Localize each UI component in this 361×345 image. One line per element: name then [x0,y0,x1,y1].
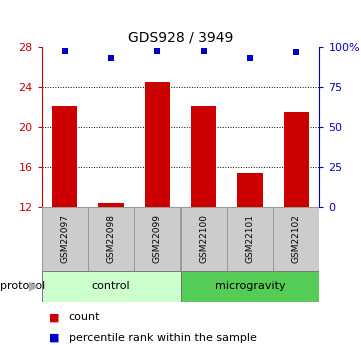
Point [247,55,253,61]
Bar [181,207,227,271]
Bar [42,207,88,271]
Bar [180,271,319,302]
Text: ■: ■ [49,313,59,322]
Text: protocol: protocol [0,282,45,291]
Text: count: count [69,313,100,322]
Text: GSM22098: GSM22098 [106,214,116,264]
Text: percentile rank within the sample: percentile rank within the sample [69,333,256,343]
Point [108,55,114,61]
Text: ■: ■ [49,333,59,343]
Text: GSM22097: GSM22097 [60,214,69,264]
Text: GSM22101: GSM22101 [245,214,255,264]
Bar [52,106,77,207]
Bar [191,106,216,207]
Bar [227,207,273,271]
Bar [273,207,319,271]
Bar [42,271,180,302]
Point [293,49,299,55]
Point [62,49,68,54]
Text: GSM22099: GSM22099 [153,214,162,264]
Text: control: control [92,282,130,291]
Text: microgravity: microgravity [215,282,285,291]
Text: GSM22100: GSM22100 [199,214,208,264]
Bar [134,207,180,271]
Point [201,49,206,54]
Bar [237,174,263,207]
Text: GSM22102: GSM22102 [292,215,301,263]
Bar [98,204,124,207]
Bar [88,207,134,271]
Text: ▶: ▶ [29,280,38,293]
Title: GDS928 / 3949: GDS928 / 3949 [128,30,233,44]
Point [155,48,160,53]
Bar [284,112,309,207]
Bar [145,82,170,207]
